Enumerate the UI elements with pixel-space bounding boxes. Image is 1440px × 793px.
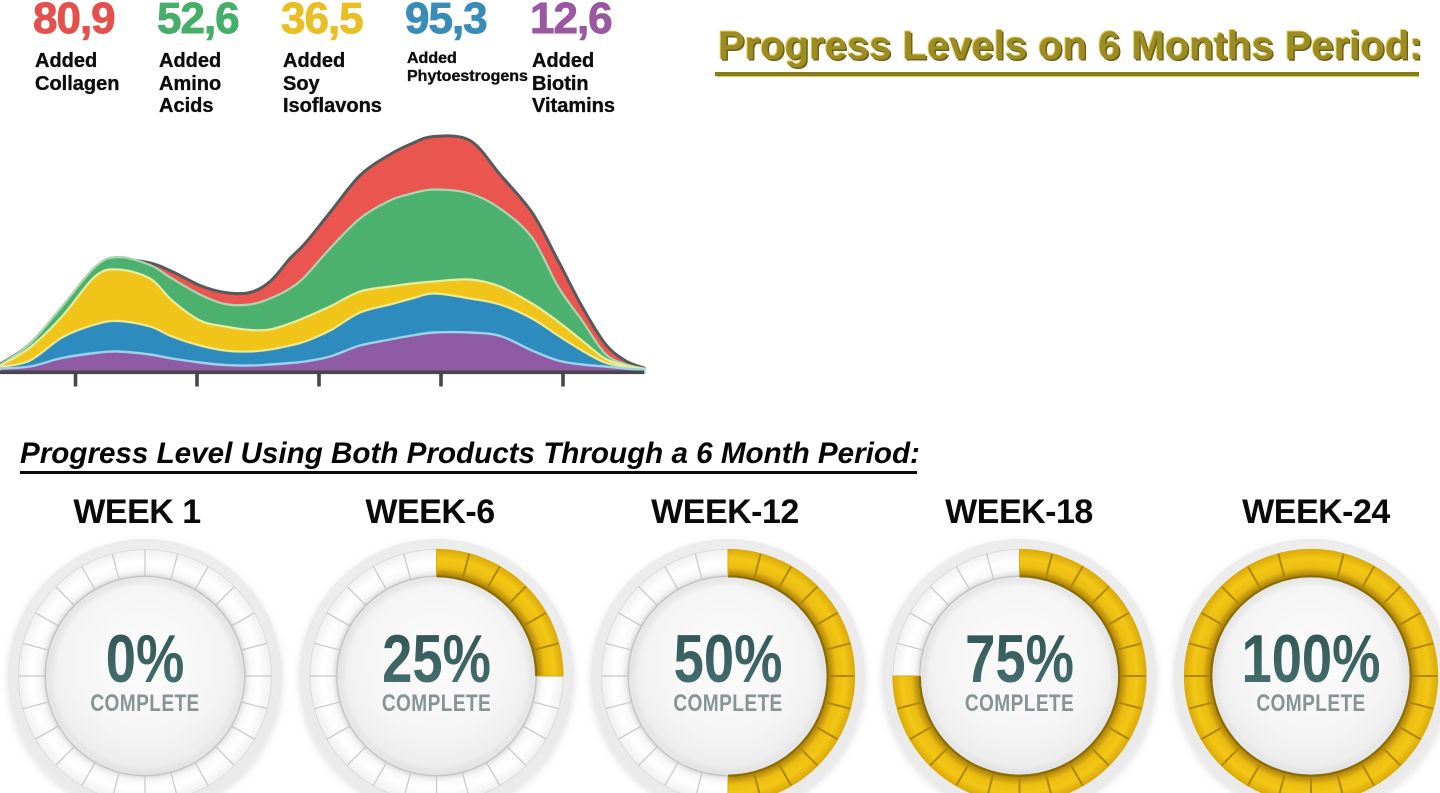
svg-text:25%: 25% [382,621,491,697]
svg-text:75%: 75% [965,621,1074,697]
svg-text:50%: 50% [674,621,783,697]
svg-text:COMPLETE: COMPLETE [90,689,199,717]
svg-text:COMPLETE: COMPLETE [382,689,491,717]
svg-text:0%: 0% [106,621,185,697]
svg-text:COMPLETE: COMPLETE [965,689,1074,717]
svg-text:COMPLETE: COMPLETE [673,689,782,717]
svg-text:100%: 100% [1241,621,1380,697]
svg-text:COMPLETE: COMPLETE [1256,689,1365,717]
